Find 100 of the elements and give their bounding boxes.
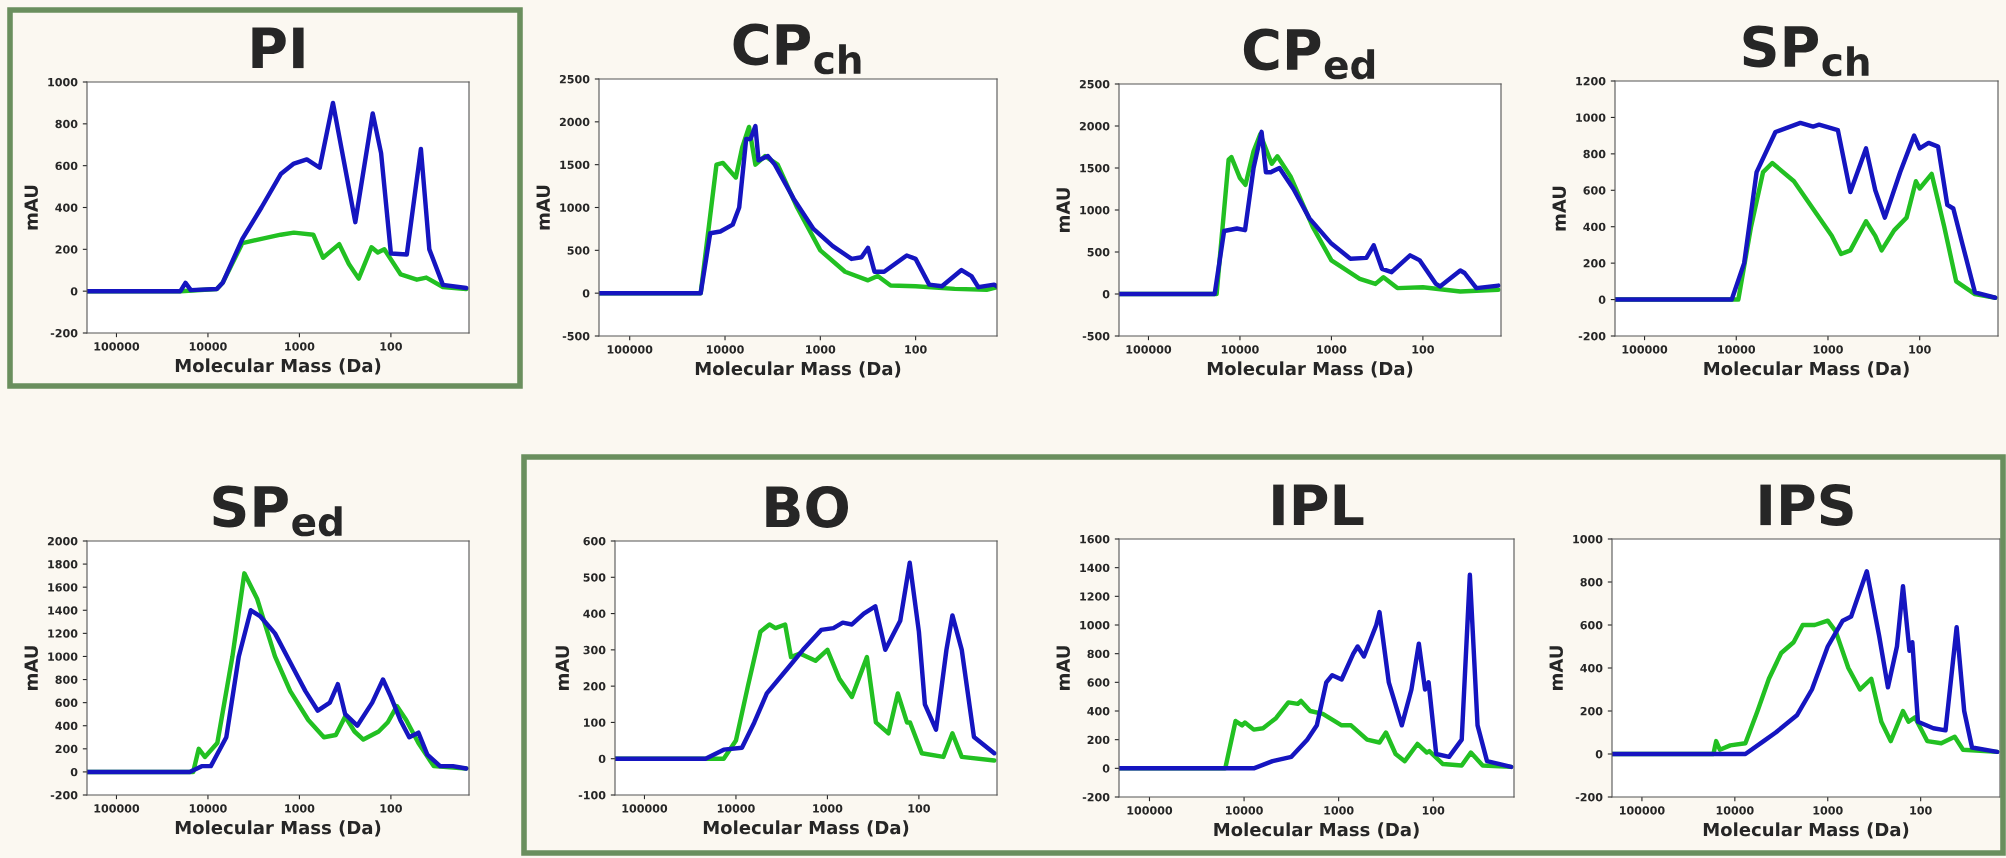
x-tick-label: 10000 (1718, 345, 1756, 354)
chart-title: IPL (1273, 484, 1364, 526)
y-tick-label: 400 (1087, 706, 1110, 716)
chart-title: SP$_{ed}$ (213, 485, 342, 537)
x-tick-label: 100 (380, 342, 402, 351)
y-tick-label: 500 (1087, 247, 1110, 257)
y-tick-label: 400 (55, 203, 78, 212)
y-tick-label: 600 (55, 698, 78, 708)
y-tick-label: 2500 (1079, 79, 1110, 89)
y-tick-label: 200 (583, 682, 606, 691)
x-tick-label: 1000 (806, 345, 836, 354)
x-tick-label: 100 (1910, 806, 1932, 815)
y-tick-label: -200 (1578, 331, 1606, 341)
y-axis-title: mAU (1056, 646, 1070, 690)
y-tick-label: 1000 (1080, 205, 1110, 215)
y-tick-label: 0 (582, 289, 590, 298)
y-tick-label: -500 (562, 331, 590, 341)
y-tick-label: 200 (55, 245, 78, 254)
y-tick-label: 0 (598, 754, 606, 764)
y-tick-label: 1500 (560, 160, 590, 170)
y-tick-label: 0 (70, 767, 78, 777)
x-tick-label: 1000 (285, 342, 315, 351)
y-tick-label: 200 (55, 744, 78, 754)
x-tick-label: 1000 (813, 804, 843, 813)
y-tick-label: 0 (1102, 289, 1110, 299)
y-tick-label: 400 (55, 721, 78, 731)
x-tick-label: 100 (905, 345, 927, 354)
y-tick-label: 800 (1580, 577, 1603, 587)
y-tick-label: 800 (1583, 149, 1606, 159)
y-tick-label: 1000 (48, 77, 78, 87)
x-tick-label: 1000 (1813, 345, 1843, 354)
y-axis-title: mAU (24, 185, 38, 230)
y-tick-label: 500 (583, 573, 606, 582)
y-tick-label: 500 (567, 246, 590, 255)
x-axis-title: Molecular Mass (Da) (175, 358, 381, 375)
x-axis-title: Molecular Mass (Da) (1207, 361, 1413, 378)
y-tick-label: 0 (1595, 749, 1603, 759)
y-tick-label: 200 (1580, 706, 1603, 716)
y-tick-label: 2000 (47, 536, 78, 546)
chart-title: IPS (1760, 483, 1853, 526)
y-axis-title: mAU (1056, 188, 1070, 232)
y-tick-label: 1200 (1576, 76, 1606, 86)
y-tick-label: 1200 (48, 629, 78, 638)
y-tick-label: 1500 (1080, 163, 1110, 173)
y-tick-label: 0 (70, 287, 78, 296)
x-tick-label: 1000 (1813, 806, 1843, 815)
y-tick-label: 0 (1102, 764, 1110, 773)
y-tick-label: 1600 (48, 583, 78, 592)
x-tick-label: 100 (1422, 806, 1445, 815)
y-tick-label: 0 (1598, 295, 1606, 304)
y-tick-label: -200 (1082, 792, 1110, 802)
x-tick-label: 100000 (94, 342, 140, 351)
x-tick-label: 100000 (1622, 345, 1668, 354)
x-tick-label: 100000 (1127, 806, 1173, 815)
y-axis-title: mAU (24, 646, 38, 690)
y-axis-title: mAU (555, 646, 570, 690)
y-tick-label: 800 (55, 119, 78, 129)
x-tick-label: 1000 (1317, 345, 1347, 354)
x-tick-label: 100000 (1126, 345, 1172, 354)
x-tick-label: 100 (908, 804, 930, 813)
y-tick-label: -100 (578, 790, 606, 800)
y-tick-label: -200 (1575, 792, 1603, 802)
x-axis-title: Molecular Mass (Da) (1703, 822, 1909, 839)
x-tick-label: 10000 (1225, 806, 1263, 815)
chart-title: SP$_{ch}$ (1743, 25, 1869, 77)
y-tick-label: 1400 (1080, 563, 1110, 573)
y-axis-title: mAU (536, 185, 550, 230)
y-axis-title: mAU (1552, 186, 1566, 231)
x-tick-label: 10000 (189, 804, 227, 813)
x-tick-label: 10000 (717, 804, 755, 813)
y-tick-label: 100 (584, 718, 606, 727)
y-tick-label: 600 (55, 161, 78, 171)
x-tick-label: 100 (1909, 345, 1931, 354)
y-tick-label: 400 (1580, 663, 1603, 673)
x-axis-title: Molecular Mass (Da) (1214, 822, 1419, 839)
x-tick-label: 100000 (607, 345, 653, 354)
y-tick-label: -500 (1082, 331, 1110, 341)
y-tick-label: 600 (1580, 620, 1603, 630)
chart-title: BO (766, 485, 848, 528)
chart-title: PI (252, 27, 304, 69)
y-tick-label: 400 (583, 609, 606, 618)
x-tick-label: 100000 (94, 804, 140, 813)
y-tick-label: 600 (583, 536, 606, 546)
x-tick-label: 100000 (622, 804, 668, 813)
y-axis-title: mAU (1549, 646, 1563, 690)
x-tick-label: 10000 (1221, 345, 1259, 354)
y-tick-label: 1000 (560, 203, 590, 212)
x-axis-title: Molecular Mass (Da) (703, 820, 909, 837)
x-tick-label: 100 (380, 804, 402, 813)
x-tick-label: 100 (1412, 345, 1434, 354)
y-tick-label: 1600 (1080, 534, 1110, 544)
x-tick-label: 1000 (285, 804, 315, 813)
y-tick-label: 200 (1583, 259, 1606, 268)
y-tick-label: 800 (1087, 649, 1110, 659)
x-axis-title: Molecular Mass (Da) (1704, 361, 1909, 378)
y-tick-label: 1000 (48, 652, 78, 661)
x-tick-label: 10000 (706, 345, 744, 354)
y-tick-label: 2000 (559, 117, 590, 127)
x-tick-label: 10000 (189, 342, 227, 351)
y-tick-label: 400 (1583, 222, 1606, 232)
